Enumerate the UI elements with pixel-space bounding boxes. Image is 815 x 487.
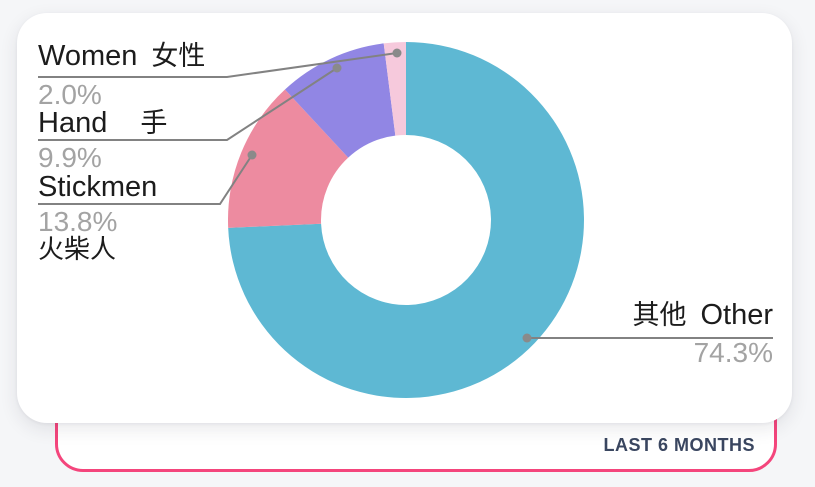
women-label-en: Women xyxy=(38,40,138,72)
donut-svg xyxy=(228,42,584,398)
period-label: LAST 6 MONTHS xyxy=(603,435,755,455)
stickmen-label-zh: 火柴人 xyxy=(38,234,117,264)
other-label-zh: 其他 xyxy=(632,300,687,330)
callout-label-other: 其他 Other xyxy=(632,299,773,332)
callout-label-stickmen: Stickmen xyxy=(38,171,157,204)
callout-pct-other: 74.3% xyxy=(693,337,773,368)
stickmen-label-en: Stickmen xyxy=(38,171,158,203)
callout-label-women: Women 女性 xyxy=(38,40,205,73)
other-label-en: Other xyxy=(700,299,773,331)
callout-pct-women: 2.0% xyxy=(38,79,102,110)
hand-label-en: Hand xyxy=(38,107,108,139)
callout-pct-hand: 9.9% xyxy=(38,142,102,173)
hand-label-zh: 手 xyxy=(140,108,168,138)
donut-chart-card: Women 女性 2.0% Hand 手 9.9% Stickmen 13.8% 火… xyxy=(17,13,792,423)
donut-chart[interactable] xyxy=(228,42,584,398)
donut-slice-other[interactable] xyxy=(228,42,584,398)
callout-label-hand: Hand 手 xyxy=(38,107,167,140)
callout-pct-stickmen: 13.8% xyxy=(38,206,118,237)
women-label-zh: 女性 xyxy=(151,41,206,71)
